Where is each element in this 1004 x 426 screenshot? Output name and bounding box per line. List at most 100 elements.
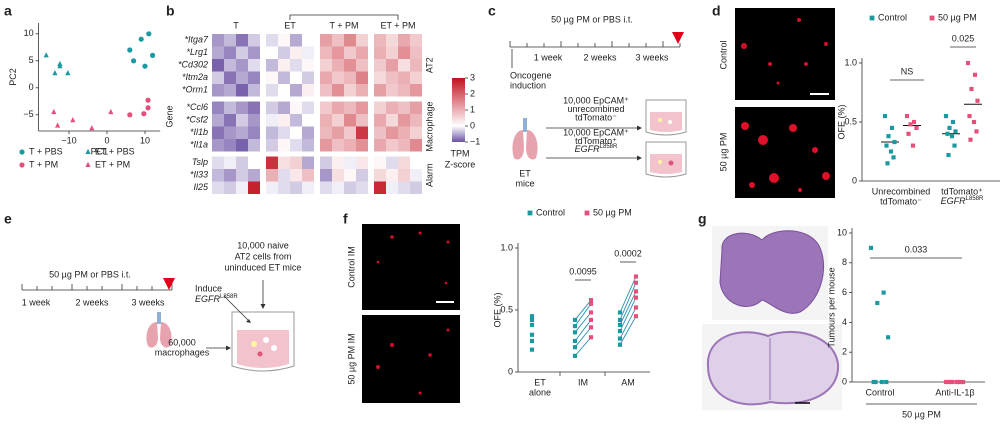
heatmap-cell xyxy=(302,34,314,47)
panel-letter: e xyxy=(4,211,12,227)
legend-marker xyxy=(584,210,590,216)
x-tick-label: Unrecombined xyxy=(872,186,931,196)
heatmap-cell xyxy=(398,71,410,84)
legend-label: T + PBS xyxy=(29,146,63,156)
heatmap-cell xyxy=(398,139,410,152)
heatmap-cell xyxy=(236,156,248,169)
row-group-label: Alarm xyxy=(424,163,434,187)
allele: L858R xyxy=(220,294,238,300)
heatmap-cell xyxy=(224,181,236,194)
arrows-e xyxy=(206,280,266,351)
heatmap-cell xyxy=(212,156,224,169)
point xyxy=(529,317,535,322)
heatmap-cell xyxy=(248,169,260,182)
x-tick-label: alone xyxy=(529,387,551,397)
macrophage-label: 60,000 xyxy=(168,337,196,347)
row-group-label: Macrophage xyxy=(424,101,434,151)
pair-line xyxy=(619,315,637,345)
colorbar-label: Z-score xyxy=(445,159,476,169)
heatmap-cell xyxy=(278,59,290,72)
point xyxy=(885,161,890,166)
induction-label: induction xyxy=(510,80,546,90)
point xyxy=(43,52,49,58)
point xyxy=(965,60,971,66)
gene-label: *Lrg1 xyxy=(186,47,208,57)
sort-label: tdTomato⁺ xyxy=(575,136,617,146)
pair-line xyxy=(619,282,637,321)
heatmap-cell xyxy=(290,156,302,169)
colorbar-label: TPM xyxy=(451,148,470,158)
heatmap-cell xyxy=(332,126,344,139)
pair-line xyxy=(574,336,592,357)
heatmap-cell xyxy=(302,101,314,114)
significance-label: 0.0002 xyxy=(614,248,642,258)
point xyxy=(888,149,894,154)
heatmap-cell xyxy=(320,139,332,152)
pair-line xyxy=(574,299,592,321)
heatmap-cell xyxy=(212,46,224,59)
heatmap-cell xyxy=(410,101,422,114)
colorbar xyxy=(452,78,465,142)
heatmap-cell xyxy=(212,59,224,72)
significance-label: 0.0095 xyxy=(569,266,597,276)
lung-icon xyxy=(146,312,172,348)
heatmap-cell xyxy=(374,114,386,127)
cells-label: AT2 cells from xyxy=(235,251,292,261)
y-tick-label: 0 xyxy=(842,376,847,386)
heatmap-cell xyxy=(332,169,344,182)
point xyxy=(633,314,639,319)
week-label: 1 week xyxy=(534,52,563,62)
heatmap-cell xyxy=(302,114,314,127)
heatmap-cell xyxy=(212,114,224,127)
colorbar-tick-label: 2 xyxy=(470,88,475,98)
heatmap-cell xyxy=(410,59,422,72)
y-tick-label: 1.0 xyxy=(844,57,857,67)
heatmap-cell xyxy=(248,71,260,84)
gene-name: EGFR xyxy=(195,294,221,304)
point xyxy=(633,289,639,294)
heatmap-cell xyxy=(224,101,236,114)
heatmap-cell xyxy=(398,126,410,139)
heatmap-cell xyxy=(236,59,248,72)
gene-label: *Il1a xyxy=(190,140,208,150)
heatmap-cell xyxy=(236,139,248,152)
heatmap-cell xyxy=(398,114,410,127)
point xyxy=(910,143,916,148)
heatmap-cell xyxy=(320,101,332,114)
heatmap-cell xyxy=(266,139,278,152)
heatmap-cell xyxy=(344,34,356,47)
y-tick-label: 0.5 xyxy=(500,304,513,314)
legend-marker xyxy=(869,15,875,21)
colorbar-tick-label: 1 xyxy=(470,104,475,114)
heatmap-cell xyxy=(224,71,236,84)
legend-marker xyxy=(19,149,25,155)
heatmap-cell xyxy=(332,46,344,59)
x-tick-label: Anti-IL-1β xyxy=(935,387,974,397)
heatmap-cell xyxy=(356,101,368,114)
heatmap-cell xyxy=(374,169,386,182)
heatmap-cell xyxy=(290,46,302,59)
image-label: Control IM xyxy=(346,246,356,288)
gene-label: Il25 xyxy=(193,182,209,192)
legend-marker xyxy=(527,210,533,216)
y-tick-label: 6 xyxy=(842,287,847,297)
heatmap-cell xyxy=(332,114,344,127)
point xyxy=(967,114,972,119)
sort-label: unrecombined xyxy=(567,104,624,114)
heatmap-cell xyxy=(344,181,356,194)
point xyxy=(70,117,76,123)
pair-line xyxy=(619,307,637,339)
heatmap-cell xyxy=(212,71,224,84)
point xyxy=(953,129,958,134)
point xyxy=(588,301,594,306)
y-tick-label: 0.5 xyxy=(844,116,857,126)
point xyxy=(617,322,623,327)
heatmap-cell xyxy=(236,181,248,194)
legend-label: T + PM xyxy=(29,159,58,169)
cells-label: 10,000 naive xyxy=(237,240,289,250)
point xyxy=(617,317,623,322)
panel-letter: b xyxy=(166,3,175,19)
heatmap-cell xyxy=(332,156,344,169)
heatmap-cell xyxy=(266,34,278,47)
image-label: Control xyxy=(718,40,728,69)
